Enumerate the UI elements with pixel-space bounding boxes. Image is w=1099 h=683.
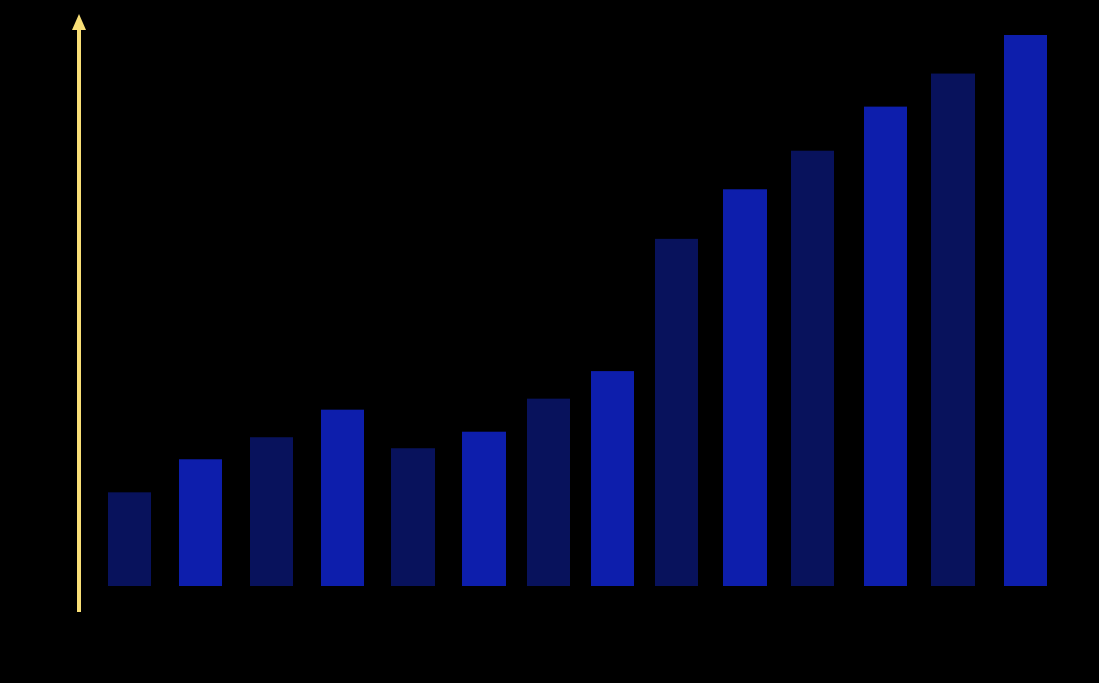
bar-5: [391, 448, 435, 586]
bars-group: [108, 35, 1047, 586]
bar-9: [655, 238, 698, 586]
bar-13: [931, 73, 975, 586]
bar-12: [864, 106, 907, 586]
bar-6: [462, 431, 506, 586]
bar-10: [723, 189, 767, 586]
bar-11: [791, 150, 834, 586]
y-axis-arrow-icon: [72, 14, 86, 30]
bar-4: [321, 409, 364, 586]
bar-2: [179, 459, 222, 586]
bar-3: [250, 437, 293, 586]
bar-1: [108, 492, 151, 586]
bar-14: [1004, 35, 1047, 586]
bar-8: [591, 371, 634, 586]
bar-7: [527, 398, 570, 586]
